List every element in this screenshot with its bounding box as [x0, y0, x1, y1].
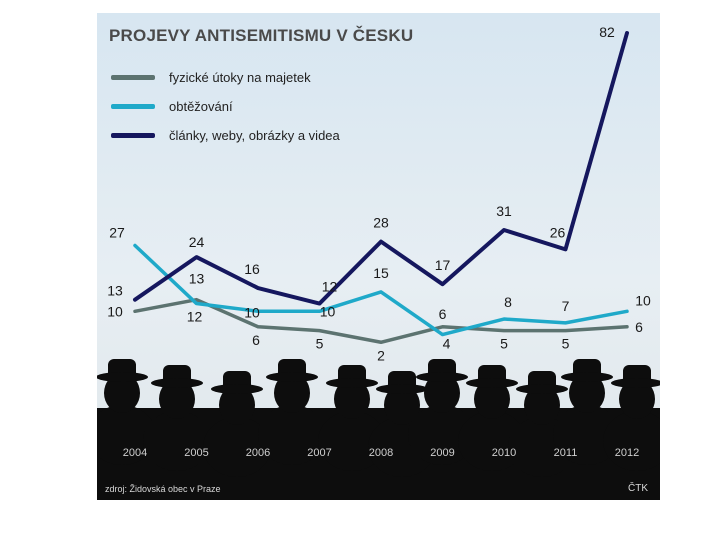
legend-swatch	[111, 132, 155, 138]
legend-label: obtěžování	[169, 98, 233, 114]
series-line	[133, 31, 629, 306]
x-tick-label: 2006	[246, 447, 270, 459]
x-tick-label: 2005	[184, 447, 208, 459]
legend-item: obtěžování	[111, 97, 233, 115]
x-tick-label: 2012	[615, 447, 639, 459]
data-label: 5	[562, 336, 570, 352]
data-label: 7	[562, 298, 570, 314]
data-label: 17	[435, 257, 451, 273]
data-label: 26	[550, 224, 566, 240]
data-label: 31	[496, 203, 512, 219]
data-label: 24	[189, 234, 205, 250]
source-note: zdroj: Židovská obec v Praze	[105, 484, 221, 494]
x-tick-label: 2010	[492, 447, 516, 459]
data-label: 15	[373, 265, 389, 281]
legend-label: fyzické útoky na majetek	[169, 69, 311, 85]
x-tick-label: 2008	[369, 447, 393, 459]
chart-plot: 2004 2005 2006 2007 2008 2009 2010 2011 2012 10 13…	[97, 24, 660, 500]
x-tick-label: 2007	[307, 447, 331, 459]
legend-swatch	[111, 103, 155, 109]
chart-panel: 2004 2005 2006 2007 2008 2009 2010 2011 2012 10 13…	[97, 13, 660, 500]
data-label: 10	[635, 292, 651, 308]
data-label: 10	[320, 303, 336, 319]
data-label: 10	[244, 304, 260, 320]
series-line	[133, 297, 629, 345]
series-line	[133, 243, 629, 337]
legend-item: články, weby, obrázky a videa	[111, 126, 340, 144]
legend-label: články, weby, obrázky a videa	[169, 127, 340, 143]
data-label: 13	[189, 271, 205, 287]
data-label: 16	[244, 261, 260, 277]
crowd-silhouette	[97, 359, 660, 500]
x-tick-label: 2009	[430, 447, 454, 459]
data-label: 12	[187, 309, 203, 325]
data-label: 6	[252, 332, 260, 348]
agency-mark: ČTK	[628, 483, 648, 494]
data-label: 28	[373, 215, 389, 231]
data-label: 27	[109, 224, 125, 240]
data-label: 6	[439, 306, 447, 322]
x-tick-label: 2011	[554, 447, 578, 459]
data-label: 2	[377, 347, 385, 363]
data-label: 5	[500, 336, 508, 352]
x-tick-label: 2004	[123, 447, 147, 459]
data-label: 10	[107, 303, 123, 319]
data-label: 13	[107, 283, 123, 299]
data-label: 82	[599, 24, 615, 40]
data-label: 4	[443, 336, 451, 352]
data-label: 8	[504, 294, 512, 310]
data-label: 6	[635, 319, 643, 335]
legend-swatch	[111, 74, 155, 80]
chart-title: PROJEVY ANTISEMITISMU V ČESKU	[109, 26, 414, 45]
legend-item: fyzické útoky na majetek	[111, 68, 311, 86]
data-label: 5	[316, 336, 324, 352]
data-label: 12	[322, 279, 338, 295]
